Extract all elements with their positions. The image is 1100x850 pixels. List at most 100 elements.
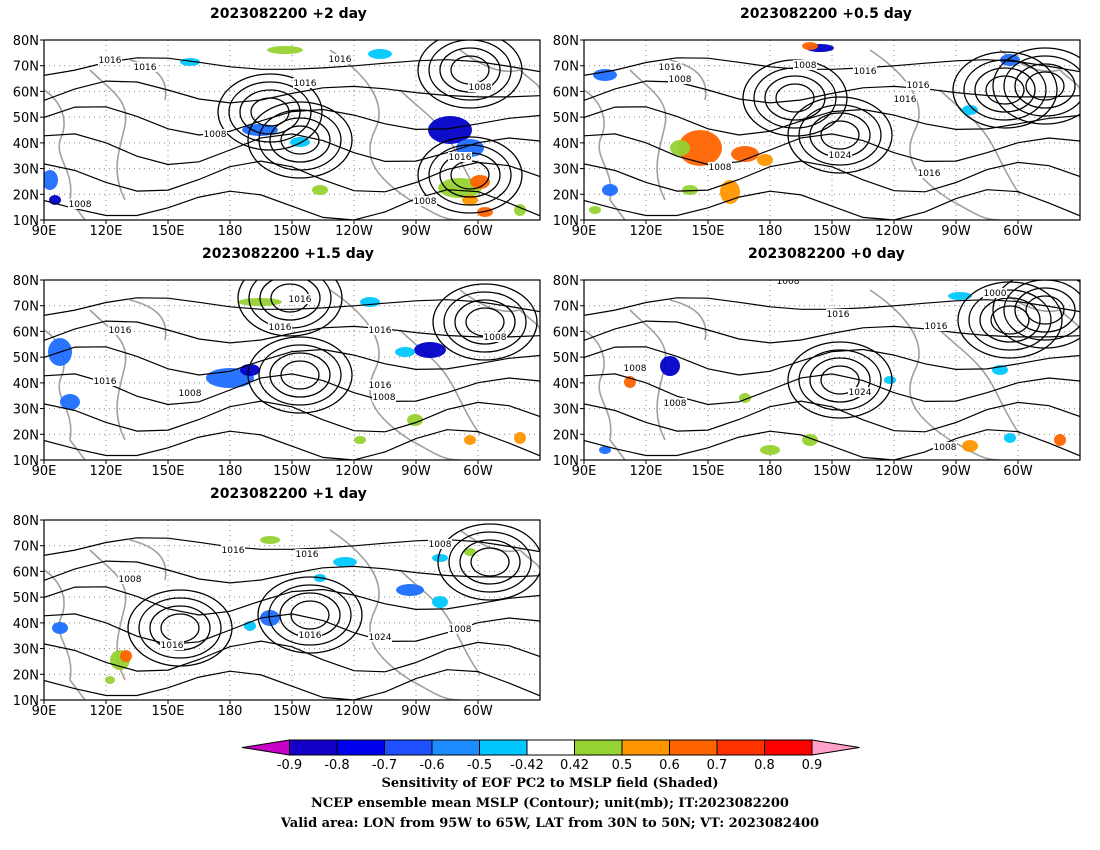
isobar [44,400,540,433]
isobar-label-bg [793,60,817,70]
lon-tick-label: 150E [151,704,184,719]
isobar [259,280,321,321]
lon-tick-label: 90W [401,704,431,719]
isobar [584,429,1080,460]
isobar-label: 1016 [329,55,352,65]
sensitivity-shading [395,347,415,357]
isobar-label-bg [663,398,687,408]
sensitivity-shading [44,170,58,190]
lat-tick-label: 10N [13,454,39,469]
isobar-label: 1008 [709,163,732,173]
isobar [809,357,871,403]
isobar-label: 1016 [925,322,948,332]
lon-tick-label: 180 [218,224,243,239]
colorbar-swatch [526,739,575,756]
isobar-label: 1008 [624,364,647,374]
lon-tick-label: 60W [1003,224,1033,239]
panel-title: 2023082200 +0.5 day [740,6,912,22]
sensitivity-shading [670,140,690,156]
panel-title: 2023082200 +2 day [210,6,367,22]
isobar-label: 1016 [134,63,157,73]
isobar-label-bg [428,539,452,549]
isobar-label: 1008 [119,575,142,585]
lat-tick-label: 80N [13,514,39,529]
isobar-label: 1016 [369,326,392,336]
coastline [669,59,707,101]
isobar [963,59,1047,121]
isobar [44,189,540,220]
isobar-label: 1016 [299,631,322,641]
isobar-label-bg [108,325,132,335]
isobar-label-bg [160,640,184,650]
isobar [160,613,200,643]
colorbar-swatch [669,739,718,756]
lon-tick-label: 180 [218,464,243,479]
coastline [669,299,707,341]
map-svg: 1008 1000 1016 1016 1008 1008 1024 1008 80N 70N 60… [553,274,1081,479]
lon-tick-label: 120E [89,464,122,479]
isobar-label-bg [917,168,941,178]
lon-tick-label: 150E [151,464,184,479]
isobar-label: 1008 [204,130,227,140]
isobar [584,160,1080,193]
isobar [428,40,512,101]
isobar-label: 1008 [373,393,396,403]
map-svg: 1016 1016 1008 1008 1016 1024 1008 1016 80N 70N 60… [13,514,541,719]
isobar-label: 1016 [294,79,317,89]
lon-tick-label: 150E [151,224,184,239]
colorbar-tick-label: 0.6 [659,758,680,773]
isobar-label: 1008 [429,540,452,550]
lon-tick-label: 150W [273,224,311,239]
lon-tick-label: 90E [32,704,57,719]
isobar-label-bg [623,363,647,373]
colorbar-tick-label: -0.8 [324,758,349,773]
lat-tick-label: 10N [553,454,579,469]
isobar [764,75,826,121]
lat-tick-label: 20N [553,428,579,443]
coastline [869,49,1001,220]
isobar [428,144,512,206]
coastline [129,59,167,101]
panel-title: 2023082200 +1 day [210,486,367,502]
colorbar-tick-label: -0.9 [277,758,302,773]
lat-tick-label: 10N [13,694,39,709]
coastline [584,329,626,460]
lat-tick-label: 30N [553,163,579,178]
isobar [798,349,882,411]
isobar-label-bg [93,376,117,386]
sensitivity-shading [593,69,617,81]
isobar [974,67,1036,113]
lat-tick-label: 20N [13,428,39,443]
isobar-label: 1024 [369,633,392,643]
lon-tick-label: 120W [875,224,913,239]
lat-tick-label: 80N [553,274,579,289]
isobar [280,360,320,390]
isobar [432,283,538,361]
sensitivity-shading [354,436,366,444]
coastline [584,89,626,220]
map-svg: 1016 1016 1016 1016 1008 1016 1016 1008 1008 80N 7… [13,274,541,479]
sensitivity-shading [462,195,478,205]
isobar-label-bg [483,332,507,342]
sensitivity-shading [52,622,68,634]
isobar-label-bg [295,549,319,559]
colorbar-swatch [621,739,670,756]
isobar-label: 1008 [484,333,507,343]
isobar [584,320,1080,344]
map-panel: 1016 1016 1008 1008 1016 1024 1008 1016 80N 70N 60… [0,510,545,719]
isobar [1025,71,1065,101]
colorbar-tick-label: 0.7 [707,758,728,773]
isobar-label-bg [848,387,872,397]
colorbar-tick-label: 0.42 [560,758,589,773]
isobar-label-bg [118,574,142,584]
isobar [437,523,540,601]
colorbar-swatch [574,739,623,756]
isobar-label-bg [203,129,227,139]
isobar [584,80,1080,104]
lon-tick-label: 120W [335,704,373,719]
sensitivity-shading [760,445,780,455]
isobar [584,297,1080,317]
lon-tick-label: 60W [463,224,493,239]
sensitivity-shading [962,105,978,115]
isobar-label-bg [906,80,930,90]
